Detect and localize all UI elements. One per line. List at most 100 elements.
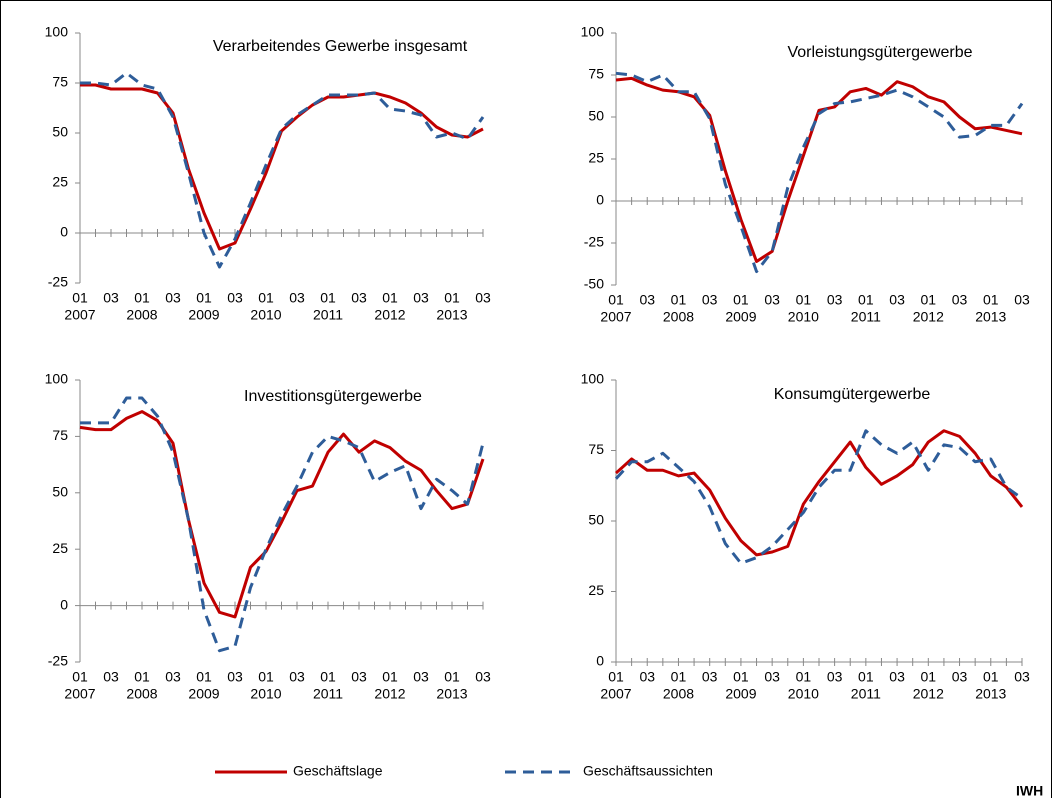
y-tick-label: 50 — [588, 108, 604, 124]
x-tick-label: 03 — [639, 669, 655, 685]
y-tick-label: -25 — [48, 653, 68, 669]
y-tick-label: 0 — [596, 653, 604, 669]
year-label: 2010 — [250, 686, 281, 702]
year-label: 2013 — [436, 307, 467, 323]
year-label: 2008 — [126, 307, 157, 323]
series-line — [80, 71, 485, 269]
year-label: 2007 — [600, 686, 631, 702]
legend-label: Geschäftslage — [293, 763, 383, 779]
x-tick-label: 03 — [413, 669, 429, 685]
x-tick-label: 03 — [1014, 292, 1030, 308]
x-tick-label: 01 — [796, 669, 812, 685]
chart-title: Vorleistungsgütergewerbe — [787, 44, 972, 61]
x-tick-label: 01 — [733, 669, 749, 685]
y-tick-label: 25 — [52, 540, 68, 556]
credit: IWH — [1016, 783, 1043, 798]
series-line — [615, 71, 1024, 274]
y-tick-label: 100 — [45, 24, 69, 40]
year-label: 2012 — [374, 307, 405, 323]
year-label: 2011 — [851, 686, 881, 702]
x-tick-label: 01 — [983, 292, 999, 308]
x-tick-label: 03 — [227, 669, 243, 685]
series-line — [80, 396, 485, 653]
x-tick-label: 01 — [72, 290, 88, 306]
x-tick-label: 01 — [444, 669, 460, 685]
x-tick-label: 03 — [351, 669, 367, 685]
x-tick-label: 01 — [196, 290, 212, 306]
x-tick-label: 01 — [796, 292, 812, 308]
y-tick-label: 75 — [52, 74, 68, 90]
x-tick-label: 03 — [764, 669, 780, 685]
year-label: 2011 — [313, 307, 343, 323]
x-tick-label: 03 — [827, 669, 843, 685]
x-tick-label: 03 — [165, 669, 181, 685]
chart-title: Konsumgütergewerbe — [774, 386, 931, 403]
x-tick-label: 01 — [196, 669, 212, 685]
x-tick-label: 01 — [134, 290, 150, 306]
x-tick-label: 03 — [351, 290, 367, 306]
year-label: 2009 — [188, 307, 219, 323]
x-tick-label: 01 — [858, 669, 874, 685]
year-label: 2012 — [913, 686, 944, 702]
x-tick-label: 03 — [1014, 669, 1030, 685]
year-label: 2007 — [600, 309, 631, 325]
year-label: 2013 — [436, 686, 467, 702]
y-tick-label: 75 — [52, 427, 68, 443]
series-line — [80, 83, 484, 251]
year-label: 2012 — [913, 309, 944, 325]
chart-title: Verarbeitendes Gewerbe insgesamt — [213, 38, 468, 55]
year-label: 2012 — [374, 686, 405, 702]
x-tick-label: 03 — [702, 292, 718, 308]
y-tick-label: 25 — [588, 582, 604, 598]
y-tick-label: 50 — [52, 124, 68, 140]
year-label: 2009 — [188, 686, 219, 702]
y-tick-label: -25 — [584, 234, 604, 250]
year-label: 2009 — [725, 309, 756, 325]
x-tick-label: 01 — [258, 290, 274, 306]
x-tick-label: 01 — [608, 669, 624, 685]
year-label: 2013 — [975, 686, 1006, 702]
y-tick-label: 25 — [588, 150, 604, 166]
x-tick-label: 03 — [827, 292, 843, 308]
x-tick-label: 01 — [320, 669, 336, 685]
x-tick-label: 01 — [858, 292, 874, 308]
chart-title: Investitionsgütergewerbe — [244, 388, 422, 405]
y-tick-label: 75 — [588, 441, 604, 457]
x-tick-label: 01 — [983, 669, 999, 685]
legend-label: Geschäftsaussichten — [583, 763, 713, 779]
year-label: 2008 — [126, 686, 157, 702]
year-label: 2007 — [64, 307, 95, 323]
x-tick-label: 03 — [103, 290, 119, 306]
year-label: 2007 — [64, 686, 95, 702]
x-tick-label: 03 — [764, 292, 780, 308]
y-tick-label: 100 — [581, 24, 605, 40]
y-tick-label: 0 — [60, 224, 68, 240]
x-tick-label: 01 — [671, 292, 687, 308]
x-tick-label: 01 — [320, 290, 336, 306]
x-tick-label: 01 — [608, 292, 624, 308]
x-tick-label: 01 — [382, 669, 398, 685]
x-tick-label: 01 — [382, 290, 398, 306]
x-tick-label: 03 — [227, 290, 243, 306]
y-tick-label: -50 — [584, 276, 604, 292]
year-label: 2013 — [975, 309, 1006, 325]
y-tick-label: 50 — [52, 484, 68, 500]
x-tick-label: 03 — [702, 669, 718, 685]
year-label: 2011 — [851, 309, 881, 325]
x-tick-label: 01 — [72, 669, 88, 685]
x-tick-label: 01 — [444, 290, 460, 306]
year-label: 2010 — [788, 686, 819, 702]
y-tick-label: 100 — [581, 371, 605, 387]
year-label: 2008 — [663, 686, 694, 702]
year-label: 2009 — [725, 686, 756, 702]
year-label: 2008 — [663, 309, 694, 325]
y-tick-label: 100 — [45, 371, 69, 387]
x-tick-label: 03 — [952, 292, 968, 308]
x-tick-label: 01 — [733, 292, 749, 308]
x-tick-label: 03 — [889, 669, 905, 685]
series-line — [614, 429, 1024, 557]
y-tick-label: 0 — [60, 596, 68, 612]
y-tick-label: 0 — [596, 192, 604, 208]
